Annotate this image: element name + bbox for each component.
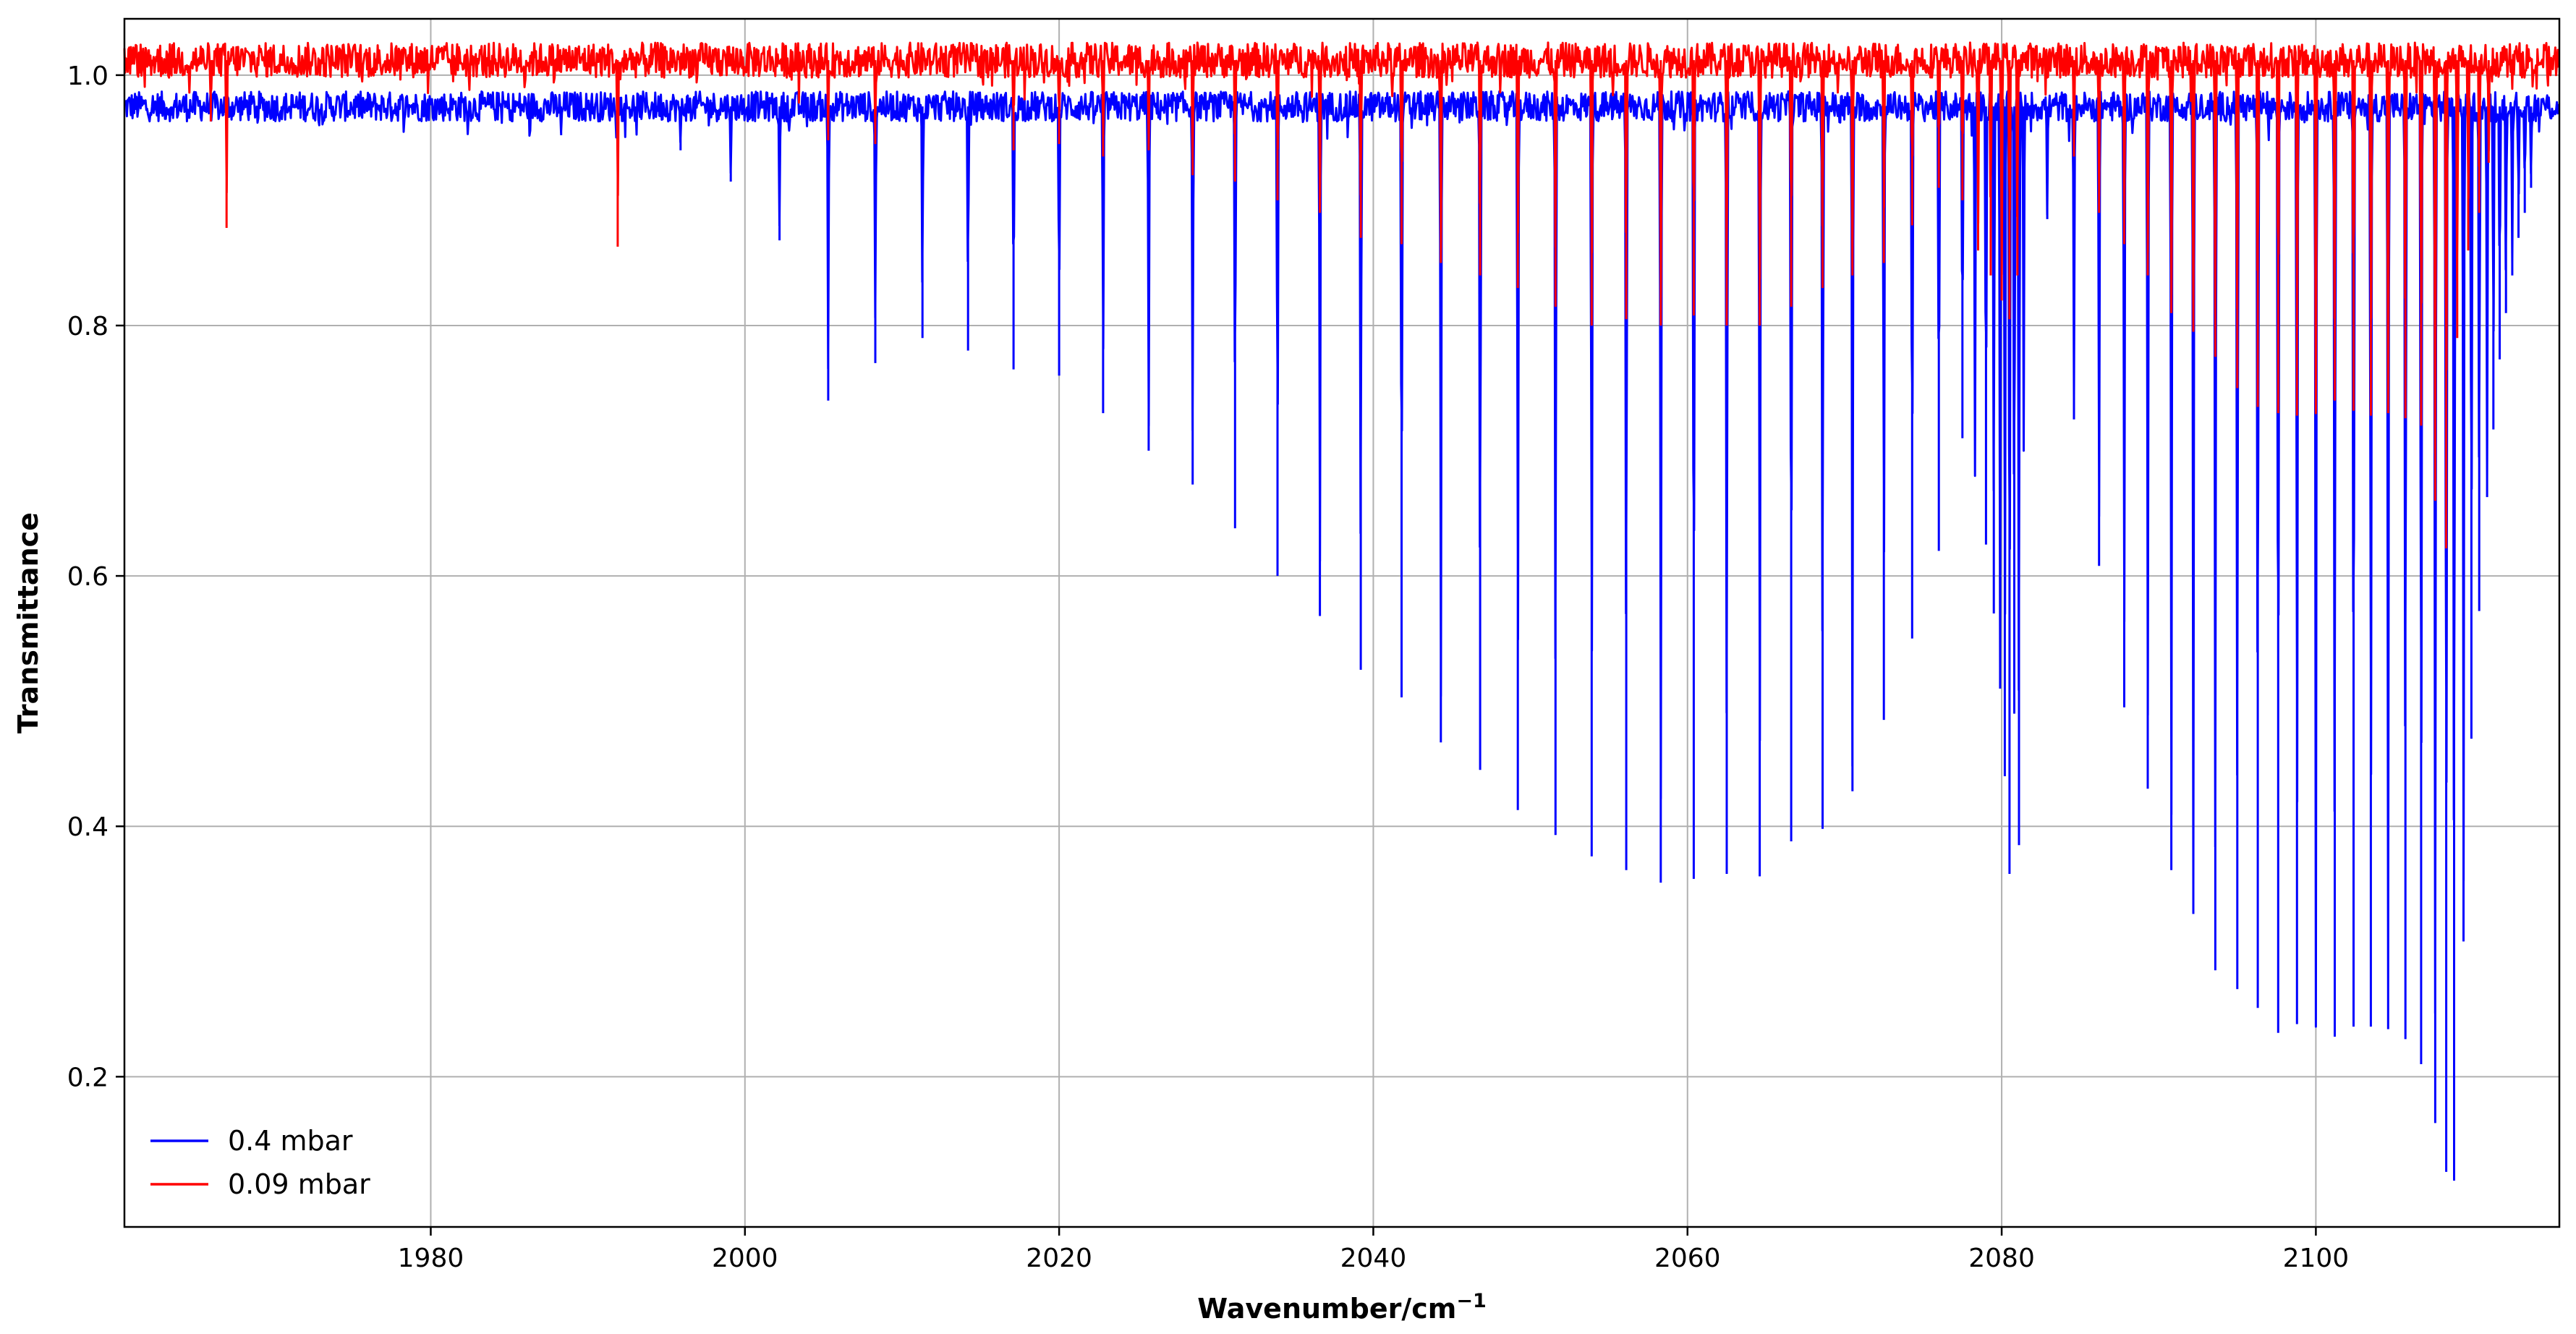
plot-area [123, 41, 2560, 1181]
legend-label-blue: 0.4 mbar [228, 1125, 353, 1157]
x-tick-label: 2100 [2283, 1244, 2350, 1273]
x-axis-title-superscript: −1 [1456, 1290, 1486, 1312]
y-tick-label: 0.8 [67, 312, 109, 341]
x-axis-title-text: Wavenumber/cm [1197, 1293, 1456, 1325]
axis-ticks: 1980 2000 2020 2040 2060 2080 2100 0.2 0.4 0.6 0.8… [67, 61, 2349, 1273]
legend: 0.4 mbar 0.09 mbar [150, 1125, 370, 1200]
y-axis-title: Transmittance [12, 512, 44, 734]
series-line-red [123, 41, 2560, 548]
x-tick-label: 2000 [712, 1244, 778, 1273]
y-tick-label: 1.0 [67, 61, 109, 91]
y-tick-label: 0.6 [67, 562, 109, 592]
x-tick-label: 2020 [1026, 1244, 1092, 1273]
y-tick-label: 0.4 [67, 812, 109, 842]
legend-label-red: 0.09 mbar [228, 1168, 370, 1200]
series-line-blue [124, 90, 2560, 1181]
y-tick-label: 0.2 [67, 1063, 109, 1092]
x-tick-label: 1980 [398, 1244, 464, 1273]
x-tick-label: 2040 [1340, 1244, 1407, 1273]
x-axis-title: Wavenumber/cm−1 [1197, 1290, 1487, 1325]
plot-frame [123, 17, 2561, 1228]
x-tick-label: 2060 [1654, 1244, 1721, 1273]
x-tick-label: 2080 [1968, 1244, 2035, 1273]
